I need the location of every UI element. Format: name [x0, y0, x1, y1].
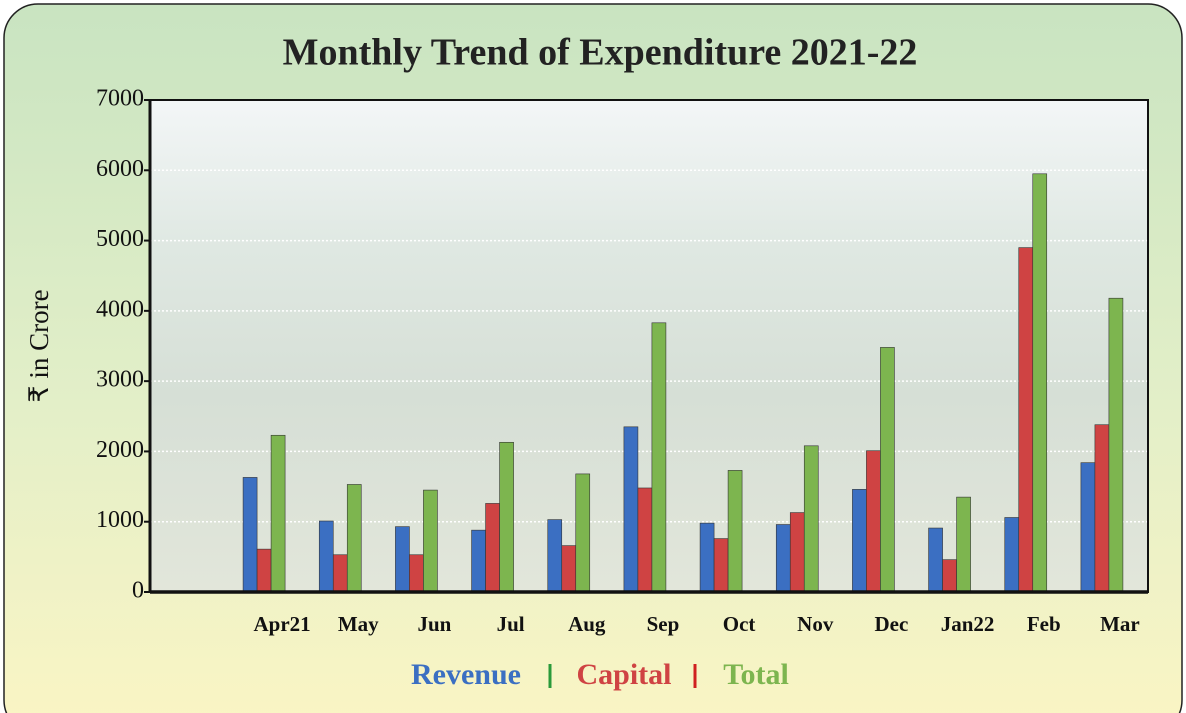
bar	[1004, 517, 1020, 593]
bar	[346, 484, 362, 593]
bar	[775, 524, 791, 593]
bar	[1018, 247, 1034, 593]
bar	[880, 347, 895, 593]
bar	[637, 487, 653, 593]
y-tick-label: 5000	[96, 226, 144, 252]
chart-title: Monthly Trend of Expenditure 2021-22	[283, 32, 918, 74]
x-tick-label: Jul	[497, 612, 525, 636]
bar	[256, 548, 272, 593]
x-tick-label: Aug	[568, 612, 606, 636]
legend-entry: Total	[723, 658, 789, 691]
y-tick-label: 7000	[96, 86, 144, 112]
bar	[409, 554, 424, 593]
bar	[485, 503, 500, 593]
bar	[1094, 424, 1110, 593]
bar	[789, 512, 805, 593]
bar	[561, 545, 577, 593]
bar	[928, 527, 943, 593]
bar	[318, 520, 334, 593]
bar	[242, 477, 258, 593]
bar	[852, 489, 867, 593]
bar	[423, 489, 438, 593]
bar	[395, 526, 410, 593]
bar	[332, 554, 348, 593]
bar	[575, 473, 591, 593]
legend-entry: Capital	[576, 658, 671, 691]
bar	[1080, 462, 1096, 593]
legend: Revenue Capital Total	[411, 658, 789, 691]
bars	[242, 173, 1124, 593]
bar	[699, 522, 715, 593]
y-tick-label: 4000	[96, 296, 144, 322]
y-tick-label: 6000	[96, 156, 144, 182]
x-tick-label: Sep	[647, 612, 680, 636]
bar	[547, 519, 563, 593]
bar	[270, 434, 286, 593]
bar	[727, 470, 743, 593]
x-tick-label: Apr21	[253, 612, 310, 636]
bar	[956, 496, 971, 593]
x-tick-label: Feb	[1027, 612, 1061, 636]
x-tick-label: Nov	[797, 612, 834, 636]
x-tick-label: Dec	[875, 612, 909, 636]
bar	[499, 441, 514, 593]
bar	[623, 426, 639, 593]
bar	[866, 450, 881, 593]
bar	[803, 445, 819, 593]
x-tick-label: Oct	[723, 612, 756, 636]
bar	[713, 538, 729, 593]
y-tick-label: 1000	[96, 507, 144, 533]
bar	[1108, 297, 1124, 593]
y-axis-label: ₹ in Crore	[24, 289, 54, 402]
y-tick-label: 0	[132, 578, 144, 604]
y-tick-label: 2000	[96, 437, 144, 463]
bar	[1032, 173, 1048, 593]
x-tick-label: Jan22	[941, 612, 995, 636]
y-tick-label: 3000	[96, 367, 144, 393]
bar	[651, 322, 667, 593]
legend-entry: Revenue	[411, 658, 521, 691]
x-tick-label: Jun	[417, 612, 451, 636]
x-tick-label: Mar	[1100, 612, 1140, 636]
bar	[942, 559, 957, 593]
bar	[471, 529, 486, 593]
x-tick-label: May	[338, 612, 379, 636]
